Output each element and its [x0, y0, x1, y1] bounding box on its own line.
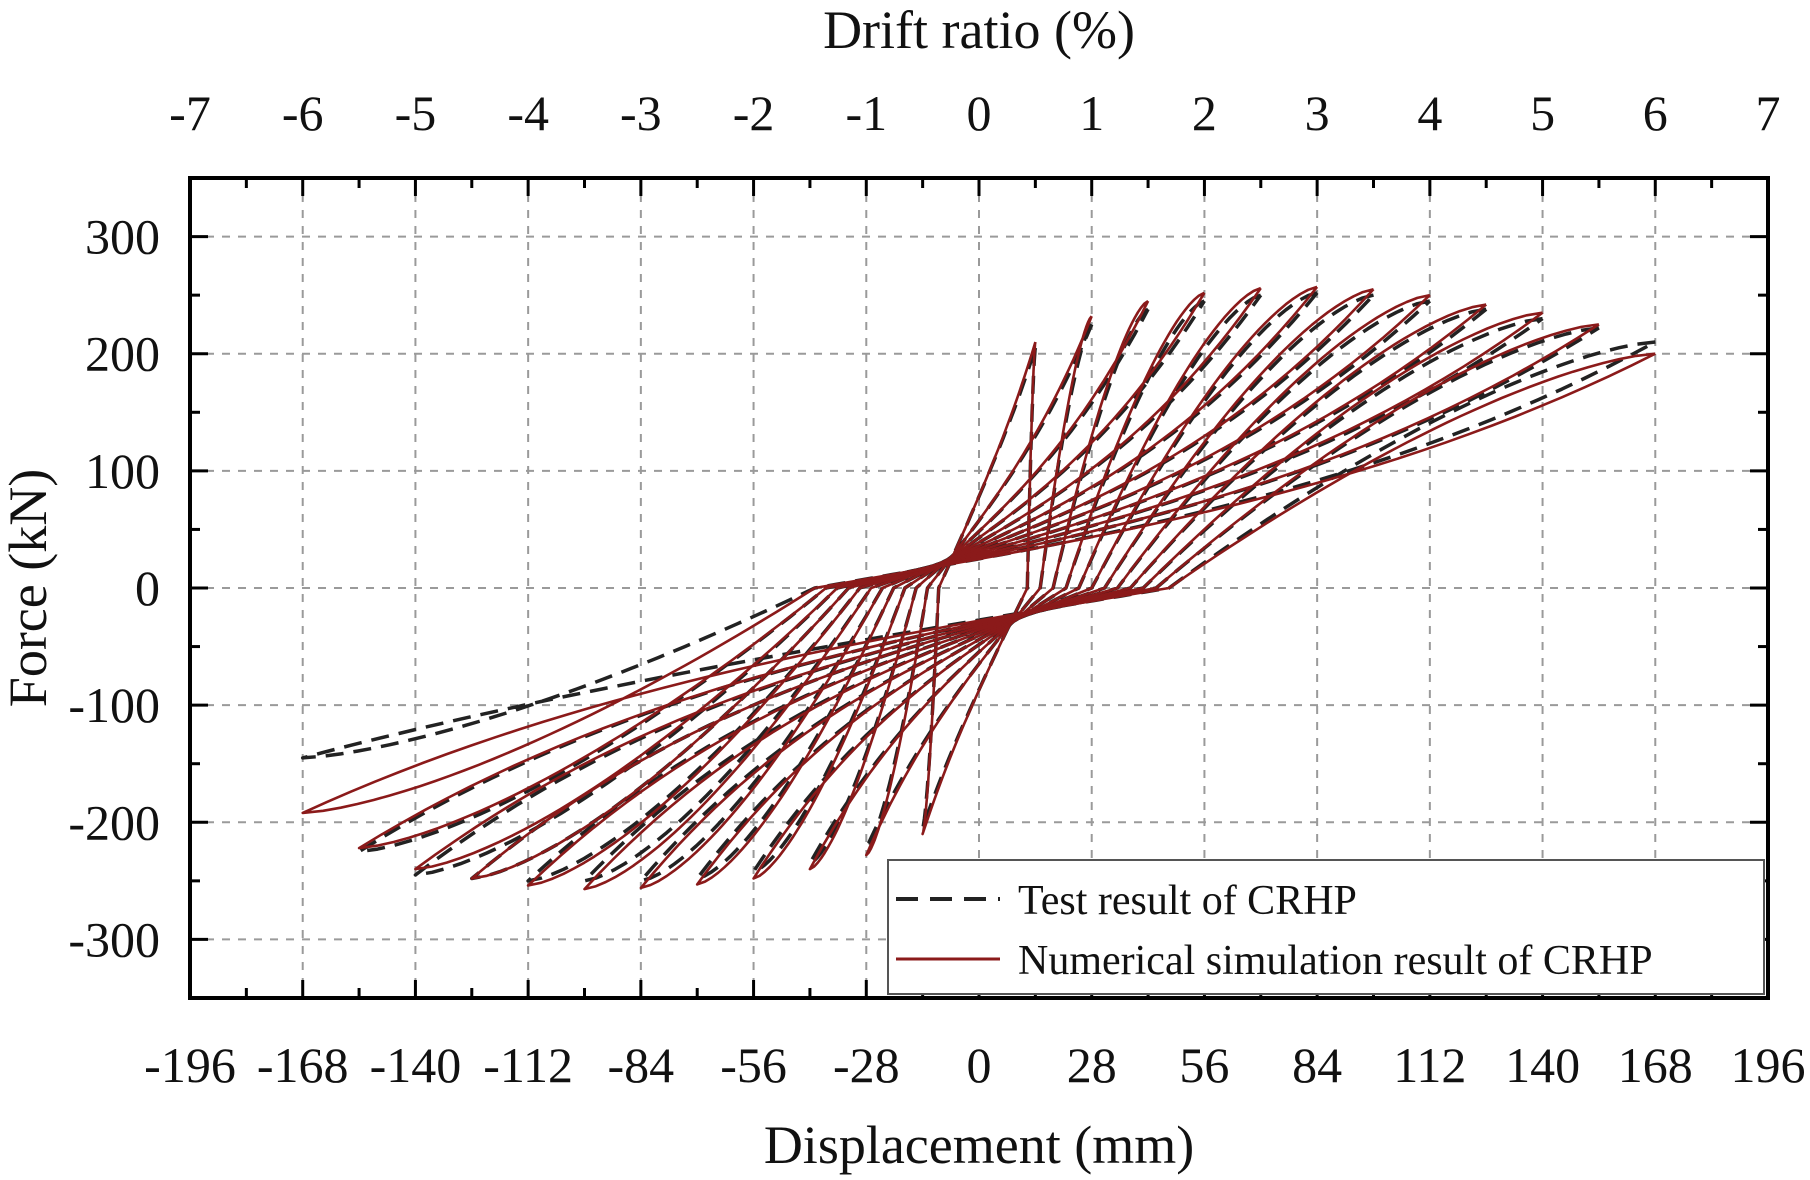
top-tick-label: 7: [1756, 85, 1781, 141]
simulation-loop: [695, 286, 1262, 886]
y-tick-label: 100: [85, 443, 160, 499]
series-layer: [300, 285, 1657, 891]
y-tick-label: -100: [68, 677, 160, 733]
simulation-series: [301, 285, 1656, 891]
top-tick-label: 2: [1192, 85, 1217, 141]
top-tick-label: -5: [395, 85, 437, 141]
y-tick-label: -200: [68, 794, 160, 850]
legend: Test result of CRHP Numerical simulation…: [887, 859, 1765, 995]
legend-box: [887, 859, 1765, 995]
top-tick-label: 6: [1643, 85, 1668, 141]
x-tick-label: -196: [144, 1037, 236, 1093]
x-tick-label: 28: [1067, 1037, 1117, 1093]
x-tick-label: 140: [1505, 1037, 1580, 1093]
x-tick-label: 112: [1393, 1037, 1466, 1093]
simulation-loop: [526, 293, 1431, 887]
simulation-loop: [921, 341, 1037, 836]
test-loop: [300, 340, 1657, 760]
top-tick-label: -3: [620, 85, 662, 141]
top-tick-label: 4: [1417, 85, 1442, 141]
simulation-loop: [414, 311, 1544, 871]
top-tick-label: -1: [845, 85, 887, 141]
legend-test-label: Test result of CRHP: [1018, 878, 1357, 924]
top-tick-label: 1: [1079, 85, 1104, 141]
y-tick-label: 200: [85, 326, 160, 382]
tick-labels: -196 -168 -140 -112 -84 -56 -28 0 28 56 84 112 140 16…: [68, 85, 1805, 1093]
x-tick-label: 84: [1292, 1037, 1342, 1093]
simulation-loop: [808, 299, 1150, 871]
x-tick-label: 0: [967, 1037, 992, 1093]
top-axis-title: Drift ratio (%): [823, 0, 1135, 60]
x-tick-label: -28: [833, 1037, 900, 1093]
x-tick-label: -168: [257, 1037, 349, 1093]
simulation-loop: [752, 291, 1206, 880]
x-tick-label: 196: [1731, 1037, 1806, 1093]
simulation-loop: [357, 323, 1600, 850]
top-tick-label: -2: [733, 85, 775, 141]
x-tick-label: -112: [483, 1037, 573, 1093]
x-tick-label: 56: [1179, 1037, 1229, 1093]
x-tick-label: -84: [608, 1037, 675, 1093]
test-loop: [413, 316, 1544, 877]
simulation-loop: [301, 352, 1656, 815]
y-axis-title: Force (kN): [0, 469, 58, 707]
x-axis-title: Displacement (mm): [764, 1115, 1194, 1175]
top-tick-label: -7: [169, 85, 211, 141]
top-tick-label: 0: [967, 85, 992, 141]
top-tick-label: -6: [282, 85, 324, 141]
y-tick-label: -300: [68, 911, 160, 967]
x-tick-label: -140: [370, 1037, 462, 1093]
legend-simulation-label: Numerical simulation result of CRHP: [1018, 938, 1653, 984]
x-tick-label: -56: [720, 1037, 787, 1093]
y-tick-label: 300: [85, 209, 160, 265]
top-tick-label: 5: [1530, 85, 1555, 141]
y-tick-label: 0: [135, 560, 160, 616]
simulation-loop: [583, 288, 1375, 891]
top-tick-label: 3: [1305, 85, 1330, 141]
simulation-loop: [470, 303, 1488, 880]
top-tick-label: -4: [507, 85, 549, 141]
x-tick-label: 168: [1618, 1037, 1693, 1093]
